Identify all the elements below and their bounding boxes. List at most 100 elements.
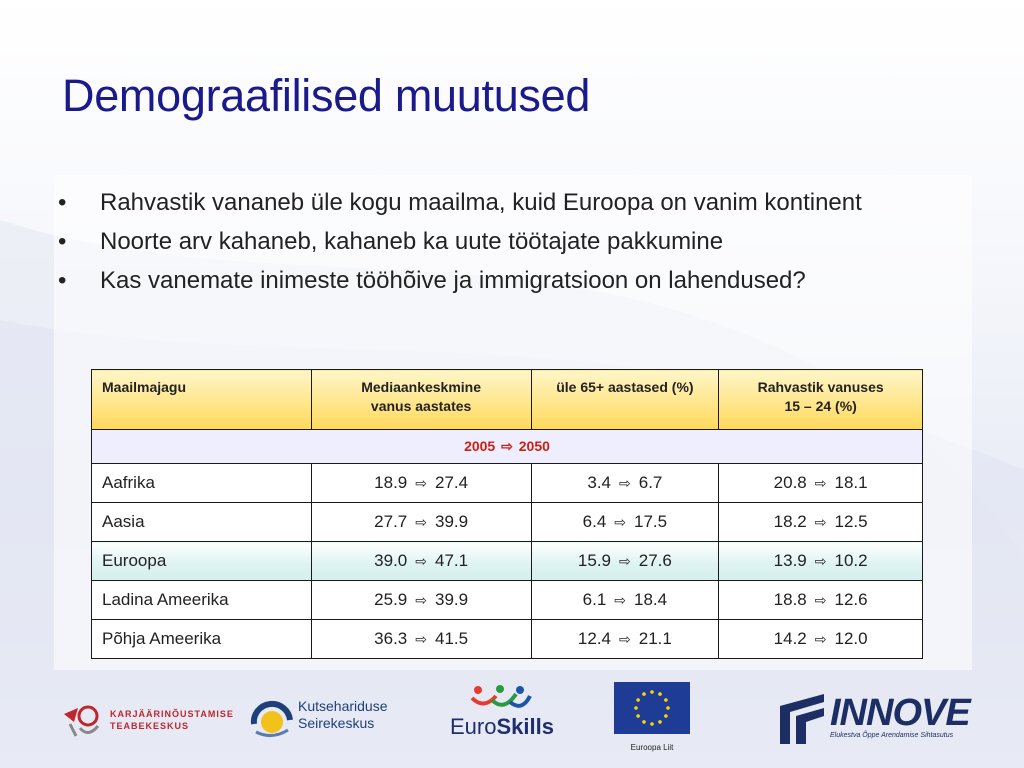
youth-from: 14.2 — [773, 629, 807, 648]
over65-to: 21.1 — [638, 629, 672, 648]
arrow-right-icon: ⇨ — [415, 475, 427, 491]
youth-cell: 18.2 ⇨ 12.5 — [718, 502, 923, 542]
youth-cell: 13.9 ⇨ 10.2 — [718, 541, 923, 581]
arrow-right-icon: ⇨ — [619, 553, 631, 569]
youth-cell: 20.8 ⇨ 18.1 — [718, 463, 923, 503]
over65-from: 15.9 — [577, 551, 612, 570]
eu-star-icon — [664, 698, 668, 702]
arrow-right-icon: ⇨ — [501, 438, 513, 454]
region-cell: Ladina Ameerika — [91, 580, 312, 620]
median-to: 47.1 — [434, 551, 469, 570]
header-youth-line2: 15 – 24 (%) — [784, 398, 857, 414]
kutse-logo: Kutsehariduse Seirekeskus — [250, 694, 410, 746]
arrow-right-icon: ⇨ — [614, 514, 627, 530]
over65-cell: 15.9 ⇨ 27.6 — [530, 541, 720, 581]
arrow-right-icon: ⇨ — [619, 631, 631, 647]
header-median-line1: Mediaankeskmine — [361, 379, 482, 395]
median-cell: 25.9 ⇨ 39.9 — [310, 580, 532, 620]
youth-from: 20.8 — [773, 473, 807, 492]
arrow-right-icon: ⇨ — [614, 592, 627, 608]
over65-from: 6.4 — [582, 512, 607, 531]
table-row: Aafrika 18.9 ⇨ 27.4 3.4 ⇨ 6.7 20.8 ⇨ 18.1 — [91, 463, 923, 503]
footer-logos: KARJÄÄRINÕUSTAMISE TEABEKESKUS Kutsehari… — [0, 680, 1024, 768]
period-cell: 2005 ⇨ 2050 — [91, 429, 923, 464]
over65-from: 6.1 — [582, 590, 607, 609]
innove-mark-icon — [780, 694, 824, 744]
header-median-line2: vanus aastates — [370, 398, 472, 414]
eu-star-icon — [664, 714, 668, 718]
eu-star-icon — [650, 722, 654, 726]
eu-star-icon — [636, 698, 640, 702]
youth-to: 12.0 — [834, 629, 868, 648]
bullet-item: Noorte arv kahaneb, kahaneb ka uute tööt… — [58, 224, 958, 259]
over65-to: 18.4 — [634, 590, 668, 609]
karjaar-mark-icon — [64, 705, 100, 737]
median-to: 27.4 — [434, 473, 469, 492]
arrow-right-icon: ⇨ — [415, 553, 427, 569]
header-youth-line1: Rahvastik vanuses — [757, 379, 884, 395]
bullet-item: Rahvastik vananeb üle kogu maailma, kuid… — [58, 185, 958, 220]
eu-flag-icon — [614, 682, 690, 734]
kutse-line1: Kutsehariduse — [298, 698, 388, 714]
table-row: Põhja Ameerika 36.3 ⇨ 41.5 12.4 ⇨ 21.1 14.2 ⇨ 12.… — [91, 619, 923, 659]
eu-star-icon — [658, 720, 662, 724]
youth-from: 13.9 — [773, 551, 807, 570]
region-cell: Euroopa — [91, 541, 312, 581]
median-from: 36.3 — [374, 629, 408, 648]
header-median: Mediaankeskmine vanus aastates — [310, 369, 532, 430]
arrow-right-icon: ⇨ — [814, 553, 827, 569]
bullet-list: Rahvastik vananeb üle kogu maailma, kuid… — [58, 185, 958, 302]
over65-from: 12.4 — [577, 629, 612, 648]
region-cell: Aasia — [91, 502, 312, 542]
median-from: 25.9 — [374, 590, 408, 609]
median-cell: 36.3 ⇨ 41.5 — [310, 619, 532, 659]
header-region: Maailmajagu — [91, 369, 312, 430]
youth-from: 18.2 — [773, 512, 807, 531]
youth-to: 18.1 — [834, 473, 868, 492]
karjaar-line2: TEABEKESKUS — [110, 721, 190, 731]
innove-logo: INNOVE Elukestva Õppe Arendamise Sihtasu… — [778, 690, 978, 748]
eu-logo: Euroopa Liit — [614, 682, 690, 754]
arrow-right-icon: ⇨ — [415, 592, 427, 608]
table-header-row: Maailmajagu Mediaankeskmine vanus aastat… — [91, 369, 923, 430]
over65-cell: 6.1 ⇨ 18.4 — [530, 580, 720, 620]
region-cell: Aafrika — [91, 463, 312, 503]
median-to: 41.5 — [434, 629, 469, 648]
euroskills-skills: Skills — [496, 714, 554, 739]
period-to: 2050 — [518, 438, 550, 454]
bullet-item: Kas vanemate inimeste tööhõive ja immigr… — [58, 263, 958, 298]
arrow-right-icon: ⇨ — [814, 592, 827, 608]
euroskills-euro: Euro — [450, 714, 497, 739]
median-from: 39.0 — [374, 551, 408, 570]
arrow-right-icon: ⇨ — [415, 514, 427, 530]
over65-to: 17.5 — [634, 512, 668, 531]
eu-caption: Euroopa Liit — [630, 743, 674, 752]
over65-to: 6.7 — [638, 473, 663, 492]
demographics-table: Maailmajagu Mediaankeskmine vanus aastat… — [91, 369, 923, 659]
euroskills-figures-icon — [470, 685, 532, 708]
youth-to: 12.5 — [834, 512, 868, 531]
median-from: 27.7 — [374, 512, 408, 531]
table-row: Ladina Ameerika 25.9 ⇨ 39.9 6.1 ⇨ 18.4 18.8 ⇨ 12.… — [91, 580, 923, 620]
table-row: Aasia 27.7 ⇨ 39.9 6.4 ⇨ 17.5 18.2 ⇨ 12.5 — [91, 502, 923, 542]
median-cell: 39.0 ⇨ 47.1 — [310, 541, 532, 581]
arrow-right-icon: ⇨ — [814, 514, 827, 530]
slide-title: Demograafilised muutused — [62, 70, 591, 121]
period-from: 2005 — [464, 438, 496, 454]
median-cell: 18.9 ⇨ 27.4 — [310, 463, 532, 503]
median-from: 18.9 — [374, 473, 408, 492]
table-row: Euroopa 39.0 ⇨ 47.1 15.9 ⇨ 27.6 13.9 ⇨ 10.2 — [91, 541, 923, 581]
karjaar-logo: KARJÄÄRINÕUSTAMISE TEABEKESKUS — [62, 700, 234, 740]
eu-star-icon — [636, 714, 640, 718]
youth-from: 18.8 — [773, 590, 807, 609]
innove-name: INNOVE — [830, 692, 971, 734]
youth-to: 10.2 — [834, 551, 868, 570]
arrow-right-icon: ⇨ — [814, 475, 827, 491]
karjaar-line1: KARJÄÄRINÕUSTAMISE — [110, 709, 234, 719]
header-over65: üle 65+ aastased (%) — [530, 369, 720, 430]
region-cell: Põhja Ameerika — [91, 619, 312, 659]
over65-to: 27.6 — [638, 551, 672, 570]
over65-cell: 6.4 ⇨ 17.5 — [530, 502, 720, 542]
eu-star-icon — [642, 720, 646, 724]
median-to: 39.9 — [434, 590, 469, 609]
